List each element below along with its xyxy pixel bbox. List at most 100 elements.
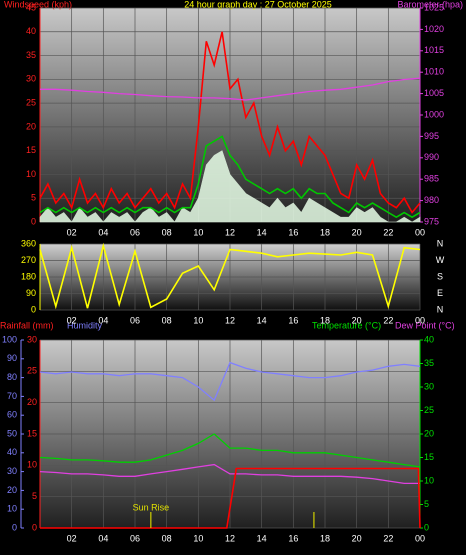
line: [39, 31, 421, 214]
x-tick-label: 06: [130, 533, 140, 543]
y-tick-label: 270: [21, 255, 36, 265]
x-tick-label: 00: [415, 315, 425, 325]
x-tick-label: 22: [383, 533, 393, 543]
x-tick-label: 00: [415, 227, 425, 237]
x-tick-label: 16: [288, 533, 298, 543]
y-tick-label: 15: [26, 145, 36, 155]
y2-tick-label: 975: [424, 216, 439, 226]
line: [39, 242, 421, 310]
x-tick-label: 02: [67, 227, 77, 237]
x-tick-label: 20: [352, 315, 362, 325]
line: [39, 361, 421, 402]
x-tick-label: 08: [162, 533, 172, 543]
y2-tick-label: 980: [424, 195, 439, 205]
y3-tick-label: 60: [7, 410, 17, 420]
direction-label: N: [437, 304, 444, 314]
y2-tick-label: 1020: [424, 24, 444, 34]
x-tick-label: 14: [257, 533, 267, 543]
x-tick-label: 10: [193, 227, 203, 237]
y-tick-label: 10: [26, 169, 36, 179]
x-tick-label: 14: [257, 315, 267, 325]
dew-point-label: Dew Point (°C): [395, 320, 455, 330]
y3-tick-label: 80: [7, 372, 17, 382]
y-tick-label: 90: [26, 288, 36, 298]
x-tick-label: 14: [257, 227, 267, 237]
y3-tick-label: 40: [7, 447, 17, 457]
y3-tick-label: 10: [7, 504, 17, 514]
direction-label: W: [436, 255, 445, 265]
y-tick-label: 0: [31, 304, 36, 314]
line: [39, 463, 420, 485]
y2-tick-label: 20: [424, 428, 434, 438]
y2-tick-label: 15: [424, 452, 434, 462]
y2-tick-label: 10: [424, 475, 434, 485]
y2-axis-label: Temperature (°C): [312, 320, 381, 330]
y3-tick-label: 90: [7, 353, 17, 363]
y-axis-label: Windspeed (kph): [4, 0, 72, 9]
y-tick-label: 25: [27, 366, 37, 376]
y2-axis-label: Barometer (hpa): [397, 0, 463, 9]
x-tick-label: 22: [383, 227, 393, 237]
x-tick-label: 10: [193, 533, 203, 543]
area: [39, 150, 421, 223]
y-tick-label: 10: [27, 460, 37, 470]
x-tick-label: 06: [130, 315, 140, 325]
y3-tick-label: 50: [7, 428, 17, 438]
y2-tick-label: 5: [424, 499, 429, 509]
x-tick-label: 04: [98, 315, 108, 325]
x-tick-label: 16: [288, 227, 298, 237]
x-tick-label: 12: [225, 533, 235, 543]
y-tick-label: 45: [26, 2, 36, 12]
y-tick-label: 20: [27, 397, 37, 407]
y2-tick-label: 990: [424, 152, 439, 162]
y-tick-label: 30: [26, 74, 36, 84]
y-tick-label: 20: [26, 121, 36, 131]
x-tick-label: 02: [67, 315, 77, 325]
y2-tick-label: 1010: [424, 67, 444, 77]
x-tick-label: 00: [415, 533, 425, 543]
line: [40, 77, 421, 101]
annotation: Sun Rise: [133, 502, 170, 512]
x-tick-label: 02: [67, 533, 77, 543]
x-tick-label: 12: [225, 315, 235, 325]
y3-axis-label: Humidity: [67, 320, 103, 330]
x-tick-label: 18: [320, 227, 330, 237]
y-tick-label: 25: [26, 97, 36, 107]
x-tick-label: 18: [320, 533, 330, 543]
y2-tick-label: 1015: [424, 45, 444, 55]
y3-tick-label: 20: [7, 485, 17, 495]
x-tick-label: 06: [130, 227, 140, 237]
y3-tick-label: 70: [7, 391, 17, 401]
direction-label: E: [437, 288, 443, 298]
line: [39, 433, 421, 468]
direction-label: N: [437, 238, 444, 248]
y-tick-label: 0: [31, 216, 36, 226]
x-tick-label: 08: [162, 227, 172, 237]
direction-label: S: [437, 271, 443, 281]
y3-tick-label: 30: [7, 466, 17, 476]
x-tick-label: 12: [225, 227, 235, 237]
x-tick-label: 04: [98, 533, 108, 543]
x-tick-label: 18: [320, 315, 330, 325]
y-tick-label: 5: [32, 491, 37, 501]
line: [39, 135, 421, 219]
x-tick-label: 20: [352, 533, 362, 543]
y2-tick-label: 0: [424, 522, 429, 532]
y-tick-label: 0: [32, 522, 37, 532]
y3-tick-label: 0: [12, 522, 17, 532]
y2-tick-label: 30: [424, 381, 434, 391]
x-tick-label: 10: [193, 315, 203, 325]
y2-tick-label: 1000: [424, 109, 444, 119]
chart-title: 24 hour graph day : 27 October 2025: [184, 0, 332, 9]
x-tick-label: 20: [352, 227, 362, 237]
y3-tick-label: 100: [2, 334, 17, 344]
x-tick-label: 04: [98, 227, 108, 237]
y-tick-label: 15: [27, 428, 37, 438]
y-axis-label: Rainfall (mm): [0, 320, 54, 330]
x-tick-label: 22: [383, 315, 393, 325]
y2-tick-label: 35: [424, 358, 434, 368]
x-tick-label: 16: [288, 315, 298, 325]
y-tick-label: 5: [31, 193, 36, 203]
y-tick-label: 40: [26, 26, 36, 36]
